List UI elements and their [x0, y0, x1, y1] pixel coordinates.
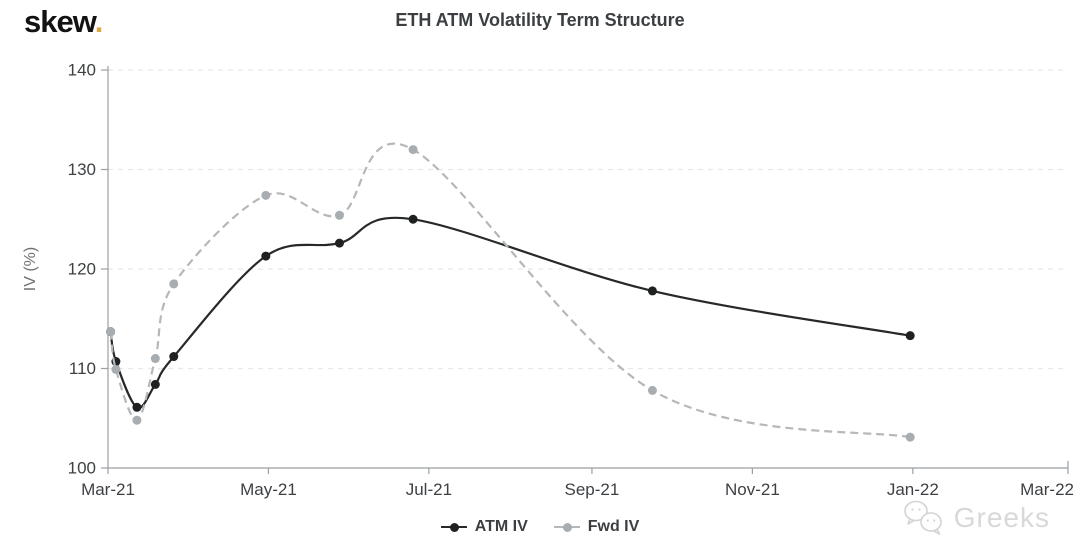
atm-iv-point-2: [132, 402, 142, 412]
fwd-iv-point-6: [334, 210, 344, 220]
skew-logo: skew.: [24, 4, 104, 40]
x-tick-label-Jul-21: Jul-21: [406, 480, 452, 499]
wechat-icon: [903, 500, 942, 535]
watermark: Greeks: [902, 499, 1050, 537]
fwd-iv-point-0: [106, 327, 116, 337]
legend-item-atm-iv[interactable]: ATM IV: [440, 518, 528, 536]
legend-label-atm-iv: ATM IV: [474, 518, 528, 535]
fwd-iv-point-1: [111, 364, 121, 374]
y-tick-label-100: 100: [68, 459, 96, 478]
y-tick-label-110: 110: [69, 359, 96, 378]
atm-iv-point-7: [408, 214, 418, 224]
fwd-iv-point-9: [905, 432, 915, 442]
atm-iv-point-6: [334, 238, 344, 248]
atm-iv-curve: [109, 216, 911, 409]
atm-iv-point-5: [261, 251, 271, 261]
x-tick-label-Mar-22: Mar-22: [1020, 480, 1074, 499]
y-tick-label-140: 140: [68, 61, 96, 80]
legend: ATM IV Fwd IV: [0, 518, 1080, 536]
x-tick-label-Nov-21: Nov-21: [725, 480, 780, 499]
skew-logo-text: skew: [24, 4, 96, 39]
x-tick-label-May-21: May-21: [240, 480, 297, 499]
fwd-iv-point-7: [408, 145, 418, 155]
skew-logo-dot: .: [94, 4, 104, 39]
atm-iv-point-9: [905, 331, 915, 341]
y-tick-label-130: 130: [68, 160, 96, 179]
fwd-iv-point-8: [647, 385, 657, 395]
chart-title: ETH ATM Volatility Term Structure: [395, 10, 685, 30]
x-tick-label-Jan-22: Jan-22: [887, 480, 939, 499]
atm-iv-marker: [440, 522, 467, 532]
y-tick-label-120: 120: [68, 260, 96, 279]
legend-label-fwd-iv: Fwd IV: [587, 518, 640, 535]
fwd-iv-point-4: [169, 279, 179, 289]
atm-iv-point-4: [169, 352, 179, 362]
x-tick-label-Sep-21: Sep-21: [565, 480, 620, 499]
atm-iv-point-8: [647, 286, 657, 296]
legend-item-fwd-iv[interactable]: Fwd IV: [553, 518, 640, 536]
fwd-iv-point-3: [150, 354, 160, 364]
watermark-text: Greeks: [953, 502, 1050, 533]
atm-iv-point-3: [150, 379, 160, 389]
fwd-iv-point-2: [132, 415, 142, 425]
fwd-iv-point-5: [261, 190, 271, 200]
fwd-iv-marker: [553, 522, 580, 532]
x-tick-label-Mar-21: Mar-21: [81, 480, 135, 499]
